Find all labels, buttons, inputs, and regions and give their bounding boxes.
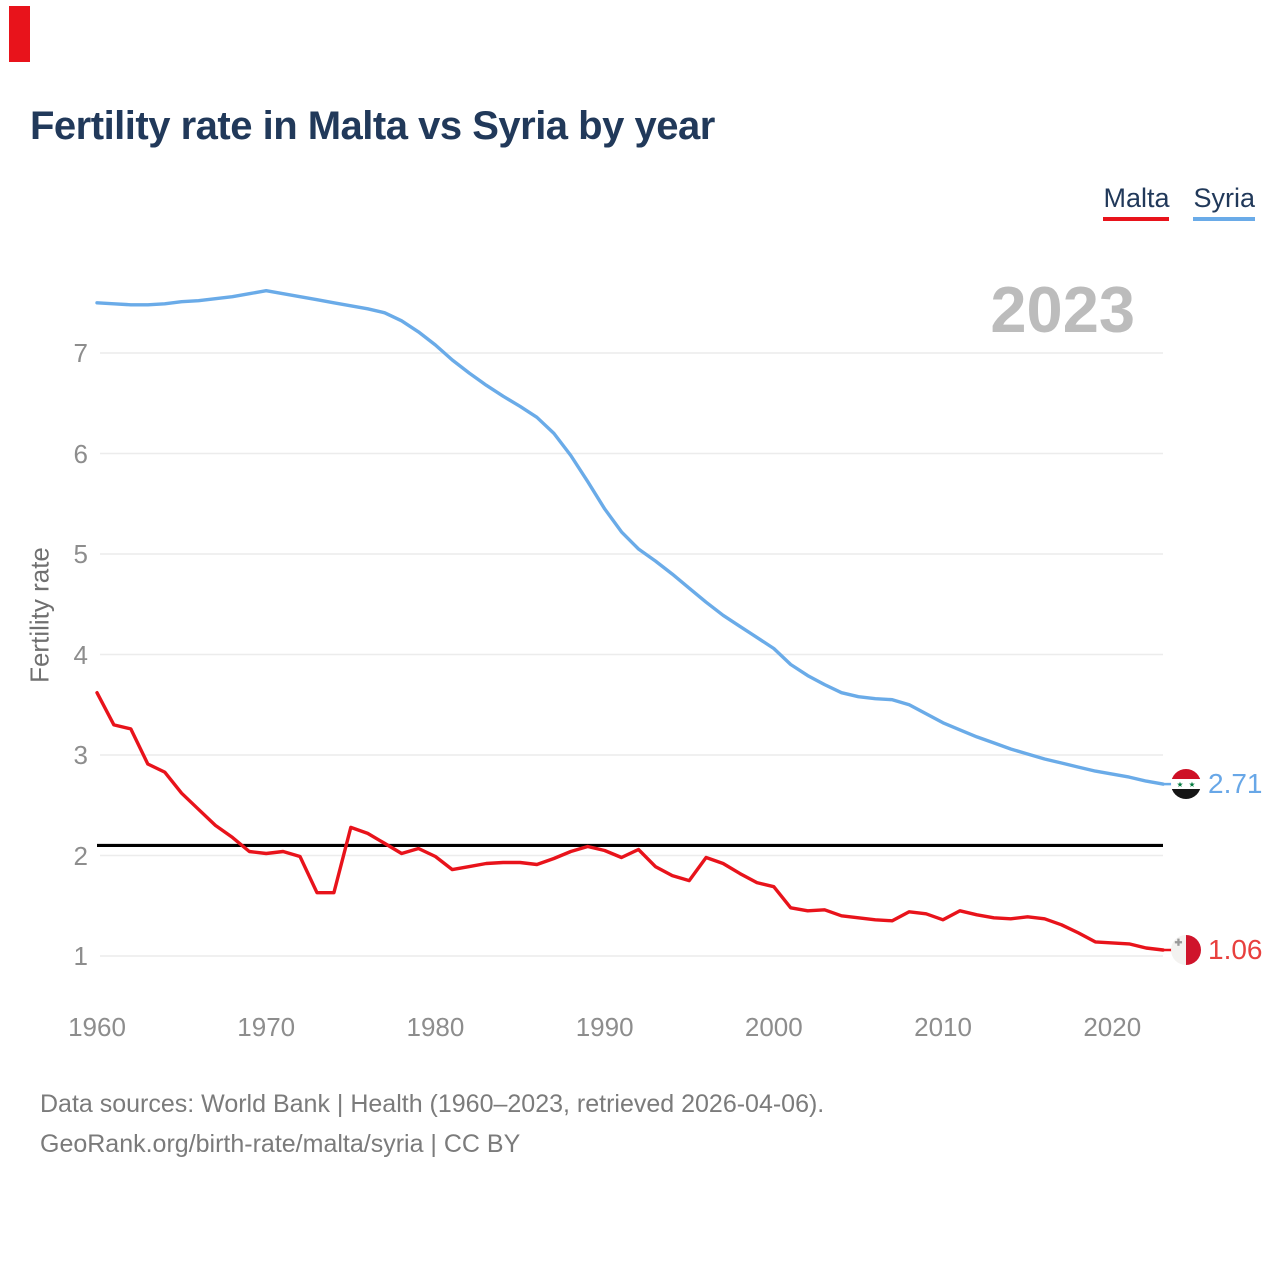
legend: Malta Syria [1103,183,1255,221]
watermark-year: 2023 [990,273,1135,346]
malta-series-line [95,691,1165,952]
x-tick-label: 1960 [68,1012,126,1042]
svg-text:★: ★ [1177,780,1184,789]
source-line: Data sources: World Bank | Health (1960–… [40,1090,825,1118]
svg-text:★: ★ [1189,780,1196,789]
y-tick-label: 1 [73,941,88,971]
x-tick-label: 1990 [575,1012,634,1042]
legend-item-syria[interactable]: Syria [1193,183,1255,221]
source-footer: Data sources: World Bank | Health (1960–… [40,1084,824,1164]
y-tick-label: 7 [73,338,88,368]
end-label-syria: ★ ★ 2.71 [1171,768,1263,800]
legend-item-malta[interactable]: Malta [1103,183,1170,221]
x-tick-label: 1970 [237,1012,296,1042]
end-value-malta: 1.06 [1208,933,1263,965]
y-tick-label: 4 [73,639,88,670]
end-value-syria: 2.71 [1208,768,1263,800]
x-tick-label: 2010 [914,1012,972,1042]
y-tick-label: 3 [73,740,88,770]
syria-series-line [95,289,1165,786]
syria-flag-icon: ★ ★ [1171,769,1201,800]
page-title: Fertility rate in Malta vs Syria by year [30,104,715,148]
y-tick-label: 6 [73,438,88,469]
y-tick-label: 2 [73,840,88,871]
end-label-malta: 1.06 [1171,934,1263,966]
attribution-line: GeoRank.org/birth-rate/malta/syria | CC … [40,1130,521,1158]
y-tick-label: 5 [73,539,88,569]
x-tick-label: 1980 [406,1012,465,1042]
x-tick-label: 2000 [744,1012,803,1042]
malta-flag-icon [1171,934,1201,965]
red-marker [9,6,30,62]
x-tick-label: 2020 [1083,1012,1142,1042]
